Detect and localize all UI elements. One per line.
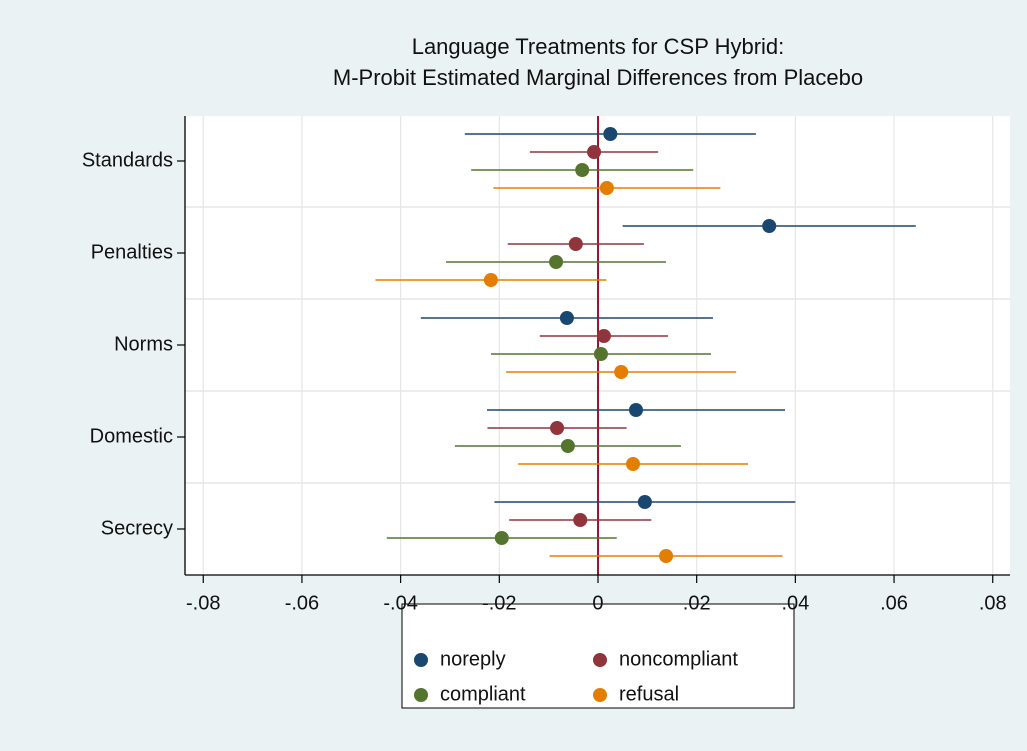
x-tick-label: .02: [683, 592, 711, 614]
x-tick-label: -.08: [186, 592, 220, 614]
legend-label: refusal: [619, 683, 679, 705]
y-tick-label: Penalties: [91, 241, 173, 263]
y-tick-label: Domestic: [90, 425, 173, 447]
point: [614, 365, 629, 379]
point: [587, 145, 602, 159]
legend-marker: [593, 688, 607, 702]
point: [550, 421, 565, 435]
point: [494, 531, 509, 545]
legend-label: noncompliant: [619, 648, 738, 670]
point: [603, 127, 618, 141]
point: [575, 163, 590, 177]
legend-label: noreply: [440, 648, 506, 670]
point: [483, 273, 498, 287]
point: [637, 495, 652, 509]
legend-marker: [414, 688, 428, 702]
point: [596, 329, 611, 343]
point: [560, 439, 575, 453]
point: [762, 219, 777, 233]
chart-title: Language Treatments for CSP Hybrid:: [412, 34, 785, 59]
legend-label: compliant: [440, 683, 526, 705]
legend-marker: [593, 653, 607, 667]
y-tick-label: Standards: [82, 149, 173, 171]
x-tick-label: .04: [781, 592, 809, 614]
point: [659, 549, 674, 563]
point: [559, 311, 574, 325]
marks: [375, 116, 916, 575]
legend-marker: [414, 653, 428, 667]
x-tick-label: 0: [592, 592, 603, 614]
y-tick-label: Norms: [114, 333, 173, 355]
point: [626, 457, 641, 471]
point: [599, 181, 614, 195]
x-tick-label: -.04: [383, 592, 417, 614]
y-tick-label: Secrecy: [101, 517, 173, 539]
point: [593, 347, 608, 361]
point: [573, 513, 588, 527]
x-tick-label: .06: [880, 592, 908, 614]
x-tick-label: -.02: [482, 592, 516, 614]
point: [568, 237, 583, 251]
chart-subtitle: M-Probit Estimated Marginal Differences …: [333, 65, 863, 90]
x-tick-label: .08: [979, 592, 1007, 614]
point: [628, 403, 643, 417]
point: [549, 255, 564, 269]
x-tick-label: -.06: [285, 592, 319, 614]
